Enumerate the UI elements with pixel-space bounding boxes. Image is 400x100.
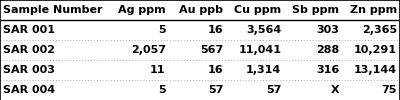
- Bar: [169, 0, 226, 20]
- Text: 75: 75: [382, 85, 397, 95]
- Text: SAR 002: SAR 002: [3, 45, 55, 55]
- Bar: [0, 80, 111, 100]
- Bar: [111, 40, 169, 60]
- Bar: [342, 0, 400, 20]
- Text: Sb ppm: Sb ppm: [292, 5, 339, 15]
- Text: 10,291: 10,291: [354, 45, 397, 55]
- Text: SAR 003: SAR 003: [3, 65, 55, 75]
- Bar: [169, 80, 226, 100]
- Bar: [284, 20, 342, 40]
- Bar: [0, 60, 111, 80]
- Text: Sample Number: Sample Number: [3, 5, 102, 15]
- Text: 16: 16: [208, 25, 224, 35]
- Text: 11: 11: [150, 65, 166, 75]
- Text: SAR 004: SAR 004: [3, 85, 55, 95]
- Bar: [226, 60, 284, 80]
- Bar: [284, 80, 342, 100]
- Text: Cu ppm: Cu ppm: [234, 5, 281, 15]
- Bar: [226, 40, 284, 60]
- Bar: [284, 0, 342, 20]
- Bar: [226, 80, 284, 100]
- Bar: [169, 60, 226, 80]
- Bar: [284, 60, 342, 80]
- Text: 57: 57: [266, 85, 281, 95]
- Bar: [0, 0, 111, 20]
- Bar: [111, 60, 169, 80]
- Text: 5: 5: [158, 85, 166, 95]
- Bar: [111, 0, 169, 20]
- Text: 57: 57: [208, 85, 224, 95]
- Text: 13,144: 13,144: [354, 65, 397, 75]
- Text: 567: 567: [200, 45, 224, 55]
- Text: 1,314: 1,314: [246, 65, 281, 75]
- Text: 11,041: 11,041: [238, 45, 281, 55]
- Bar: [111, 20, 169, 40]
- Bar: [342, 60, 400, 80]
- Bar: [169, 40, 226, 60]
- Text: 303: 303: [316, 25, 339, 35]
- Bar: [169, 20, 226, 40]
- Text: Ag ppm: Ag ppm: [118, 5, 166, 15]
- Text: 3,564: 3,564: [246, 25, 281, 35]
- Bar: [111, 80, 169, 100]
- Text: 316: 316: [316, 65, 339, 75]
- Bar: [226, 20, 284, 40]
- Text: SAR 001: SAR 001: [3, 25, 55, 35]
- Text: 288: 288: [316, 45, 339, 55]
- Text: Au ppb: Au ppb: [180, 5, 224, 15]
- Bar: [342, 80, 400, 100]
- Text: X: X: [330, 85, 339, 95]
- Text: 16: 16: [208, 65, 224, 75]
- Bar: [342, 20, 400, 40]
- Text: 2,057: 2,057: [131, 45, 166, 55]
- Text: 2,365: 2,365: [362, 25, 397, 35]
- Bar: [284, 40, 342, 60]
- Bar: [0, 20, 111, 40]
- Text: Zn ppm: Zn ppm: [350, 5, 397, 15]
- Bar: [226, 0, 284, 20]
- Text: 5: 5: [158, 25, 166, 35]
- Bar: [0, 40, 111, 60]
- Bar: [342, 40, 400, 60]
